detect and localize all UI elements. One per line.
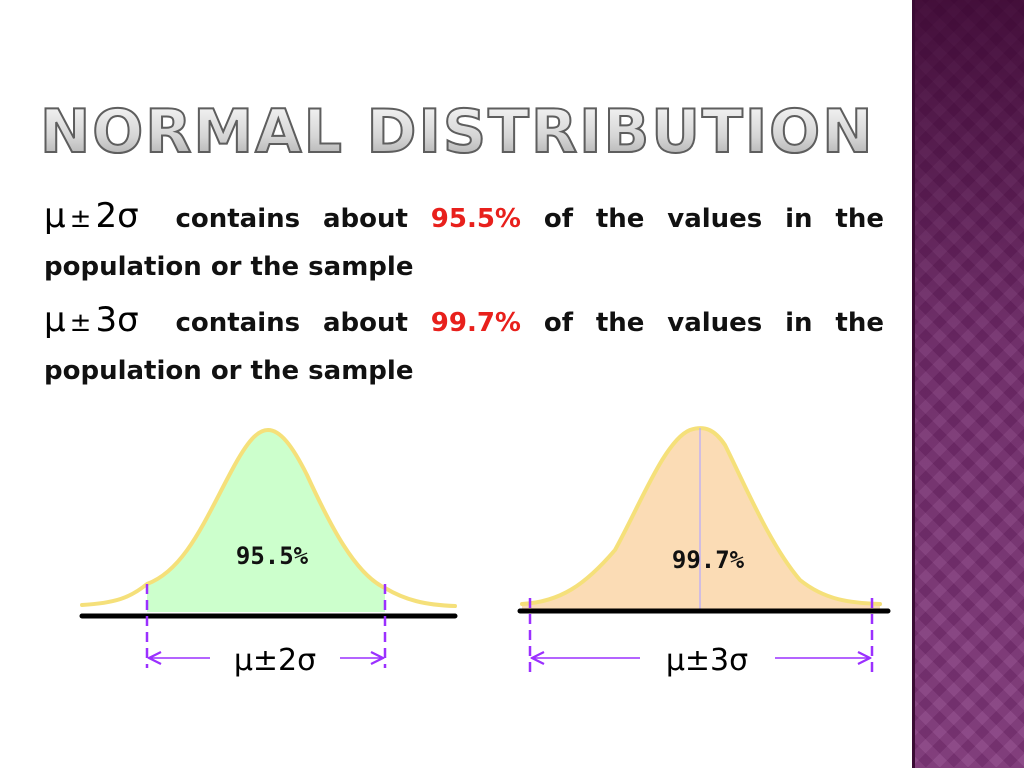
bullet-text-after: of the values in the population or the s…	[44, 308, 884, 386]
bullet-text-after: of the values in the population or the s…	[44, 204, 884, 282]
curve-2-sigma: 95.5% μ±2σ	[79, 427, 458, 678]
range-label-3-sigma: μ±3σ	[666, 643, 748, 678]
percent-99-7: 99.7%	[430, 308, 521, 338]
bell-curve-3-sigma	[520, 426, 882, 606]
side-panel-edge	[912, 0, 915, 768]
range-label-2-sigma: μ±2σ	[234, 643, 316, 678]
curve-3-sigma: 99.7% μ±3σ	[517, 426, 891, 678]
decorative-side-panel	[912, 0, 1024, 768]
slide-title: NORMAL DISTRIBUTION	[39, 92, 873, 172]
area-label-3-sigma: 99.7%	[672, 546, 745, 574]
bullet-text-before: contains about	[175, 204, 408, 234]
bullet-text-before: contains about	[175, 308, 408, 338]
shaded-area-3-sigma	[522, 428, 880, 610]
percent-95-5: 95.5%	[430, 204, 521, 234]
area-label-2-sigma: 95.5%	[236, 542, 309, 570]
bullet-3-sigma: μ ±3σ contains about 99.7% of the values …	[44, 296, 884, 395]
bullet-2-sigma: μ ±2σ contains about 95.5% of the values …	[44, 192, 884, 291]
mu-pm-3sigma-expression: μ ±3σ	[44, 300, 139, 340]
mu-pm-2sigma-expression: μ ±2σ	[44, 196, 139, 236]
shaded-area-2-sigma	[147, 430, 385, 612]
